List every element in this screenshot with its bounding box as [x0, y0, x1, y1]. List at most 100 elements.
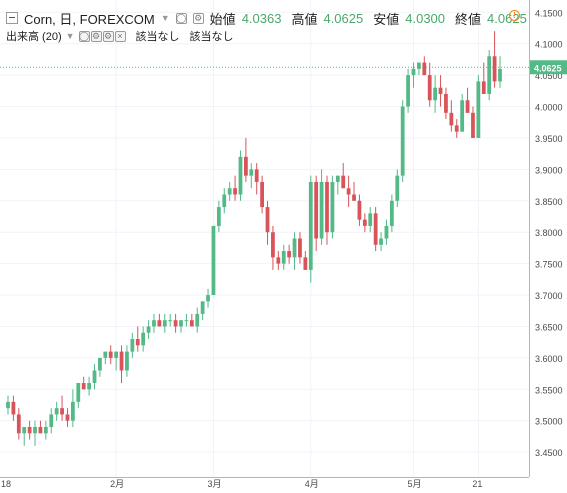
candle-body	[362, 219, 367, 226]
candle-body	[465, 100, 470, 113]
eye-icon[interactable]: ◯	[175, 12, 187, 24]
candle-body	[287, 251, 292, 258]
candle-body	[157, 320, 162, 327]
candle-body	[471, 112, 475, 138]
candle-body	[119, 351, 124, 371]
y-tick-label: 3.6000	[535, 354, 563, 364]
y-tick-label: 4.1500	[535, 8, 563, 18]
candle-body	[179, 320, 183, 327]
candle-body	[368, 213, 373, 226]
low-label: 安値	[373, 11, 400, 27]
candle-body	[200, 301, 205, 314]
candle-body	[16, 414, 21, 434]
volume-value-1: 該当なし	[135, 31, 180, 43]
open-label: 始値	[209, 11, 236, 27]
y-tick-label: 3.6500	[535, 322, 563, 332]
candle-body	[271, 232, 275, 258]
candle-body	[162, 320, 167, 327]
candle-body	[125, 351, 129, 371]
candle-body	[303, 257, 308, 270]
candle-body	[346, 188, 351, 195]
candle-body	[449, 112, 454, 126]
chevron-down-icon[interactable]: ▼	[65, 31, 75, 41]
close-icon[interactable]: ×	[114, 30, 126, 42]
candle-body	[292, 238, 297, 258]
candle-body	[444, 93, 448, 113]
volume-legend-row: 出来高 (20) ▼ ◯ ⚙ ⚙ × 該当なし 該当なし	[6, 29, 234, 43]
candle-body	[276, 257, 281, 264]
candle-body	[260, 181, 265, 208]
y-tick-label: 3.5500	[535, 385, 563, 395]
candle-body	[243, 156, 248, 176]
candle-body	[330, 181, 335, 233]
candle-body	[141, 332, 146, 346]
x-tick-label: 3月	[207, 479, 221, 489]
close-value: 4.0625	[487, 10, 527, 26]
candle-body	[227, 188, 232, 195]
y-tick-label: 3.4500	[535, 448, 563, 458]
candle-body	[481, 81, 486, 94]
settings-icon[interactable]: ⚙	[102, 30, 114, 42]
candle-body	[417, 62, 421, 69]
gear-icon[interactable]: ⚙	[192, 12, 204, 24]
x-tick-label: 21	[472, 479, 482, 489]
candle-body	[433, 87, 438, 101]
y-tick-label: 4.1000	[535, 40, 563, 50]
candle-body	[492, 56, 497, 82]
candle-body	[60, 408, 64, 415]
candle-body	[11, 401, 16, 415]
chevron-down-icon[interactable]: ▼	[160, 13, 170, 23]
candle-body	[173, 320, 178, 327]
candle-body	[238, 156, 243, 195]
high-label: 高値	[291, 11, 318, 27]
candle-body	[130, 339, 135, 352]
symbol-title[interactable]: Corn, 日, FOREXCOM	[24, 11, 155, 27]
gear-icon[interactable]: ⚙	[90, 30, 102, 42]
candle-body	[341, 175, 346, 189]
close-label: 終値	[455, 11, 482, 27]
candle-body	[33, 427, 37, 434]
candle-body	[195, 313, 200, 327]
candle-body	[406, 75, 410, 107]
candle-body	[22, 427, 27, 434]
candle-body	[233, 188, 237, 195]
minus-icon[interactable]	[6, 12, 18, 24]
x-tick-label: 18	[1, 479, 11, 489]
candle-body	[103, 351, 108, 358]
candle-body	[298, 238, 302, 258]
y-tick-label: 3.7500	[535, 260, 563, 270]
candle-body	[87, 383, 91, 390]
candle-body	[81, 383, 86, 390]
y-tick-label: 3.9000	[535, 165, 563, 175]
candle-body	[400, 106, 405, 176]
candle-body	[422, 62, 427, 76]
y-tick-label: 4.0500	[535, 71, 563, 81]
candle-body	[6, 401, 10, 409]
eye-icon[interactable]: ◯	[78, 30, 90, 42]
candle-body	[206, 295, 210, 302]
candle-body	[389, 200, 394, 226]
candle-body	[54, 408, 59, 415]
candle-body	[454, 125, 459, 132]
y-tick-label: 4.0000	[535, 103, 563, 113]
candle-body	[38, 427, 43, 434]
y-tick-label: 3.5000	[535, 417, 563, 427]
candle-body	[184, 320, 189, 322]
candle-body	[487, 56, 492, 94]
volume-title[interactable]: 出来高 (20)	[6, 31, 62, 43]
candle-body	[249, 169, 254, 176]
y-tick-label: 3.8500	[535, 197, 563, 207]
legend-row: Corn, 日, FOREXCOM ▼ ◯ ⚙ 始値 4.0363 高値 4.062…	[6, 9, 531, 27]
candle-body	[379, 238, 383, 245]
candle-body	[114, 351, 119, 358]
candle-body	[27, 427, 32, 434]
candle-body	[384, 225, 389, 239]
x-tick-label: 5月	[407, 479, 421, 489]
candle-body	[395, 175, 400, 201]
candle-body	[254, 169, 259, 182]
candle-body	[411, 68, 416, 76]
candle-body	[498, 68, 502, 82]
candle-body	[427, 75, 432, 101]
